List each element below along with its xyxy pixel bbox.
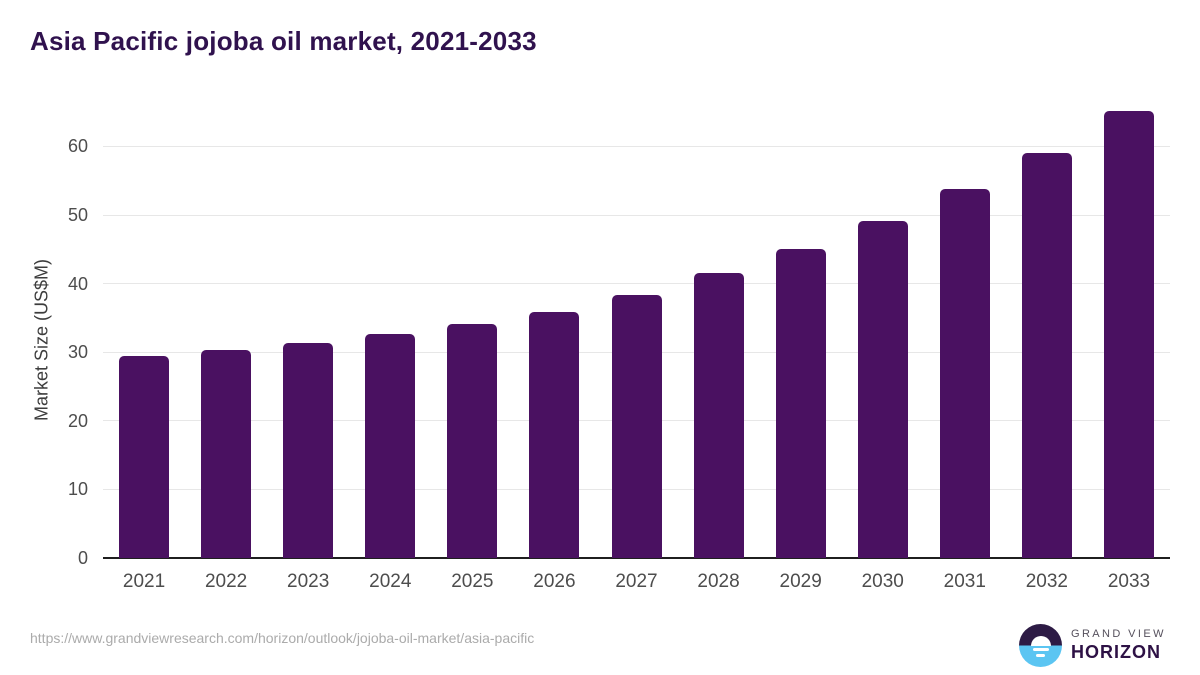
x-tick-label: 2027 <box>615 571 658 592</box>
bar-2022 <box>201 350 252 558</box>
x-tick-label: 2025 <box>451 571 494 592</box>
gridline-y60 <box>103 145 1170 147</box>
brand-logo: GRAND VIEW HORIZON <box>1019 624 1166 667</box>
y-tick-label: 40 <box>67 273 88 294</box>
bar-2030 <box>857 221 908 558</box>
y-tick-label: 30 <box>67 342 88 363</box>
y-tick-label: 20 <box>67 410 88 431</box>
bar-2023 <box>283 343 334 558</box>
x-tick-label: 2026 <box>533 571 576 592</box>
gridline-y40 <box>103 283 1170 285</box>
y-tick-label: 10 <box>67 479 88 500</box>
x-tick-label: 2029 <box>779 571 822 592</box>
x-tick-label: 2032 <box>1025 571 1069 592</box>
x-tick-label: 2023 <box>287 571 330 592</box>
bar-2031 <box>939 188 990 558</box>
bar-2027 <box>611 294 662 558</box>
gridline-y50 <box>103 214 1170 216</box>
bar-2024 <box>365 334 416 558</box>
brand-name-top: GRAND VIEW <box>1071 628 1166 640</box>
x-tick-label: 2021 <box>122 571 166 592</box>
y-tick-label: 0 <box>77 548 88 568</box>
brand-logo-text: GRAND VIEW HORIZON <box>1071 628 1166 663</box>
bar-2026 <box>529 312 580 558</box>
brand-name-bottom: HORIZON <box>1071 642 1161 662</box>
bar-2029 <box>775 248 826 558</box>
x-tick-label: 2022 <box>204 571 248 592</box>
source-url: https://www.grandviewresearch.com/horizo… <box>30 630 535 646</box>
x-tick-label: 2031 <box>943 571 986 592</box>
bar-2025 <box>447 324 498 558</box>
y-tick-label: 50 <box>67 205 88 226</box>
bar-2032 <box>1021 153 1072 558</box>
y-tick-label: 60 <box>67 136 88 157</box>
bar-2033 <box>1103 110 1154 558</box>
x-tick-label: 2033 <box>1107 571 1151 592</box>
bar-2028 <box>693 272 744 558</box>
x-tick-label: 2030 <box>861 571 904 592</box>
x-tick-label: 2028 <box>697 571 740 592</box>
x-axis-line <box>103 557 1170 559</box>
bar-2021 <box>119 356 170 558</box>
chart-title: Asia Pacific jojoba oil market, 2021-203… <box>30 26 537 56</box>
x-tick-label: 2024 <box>369 571 412 592</box>
horizon-sun-icon <box>1019 624 1062 667</box>
plot-area: 0 10 20 30 40 50 60 2021 2022 2023 2024 2025 2026 202… <box>68 95 1170 592</box>
